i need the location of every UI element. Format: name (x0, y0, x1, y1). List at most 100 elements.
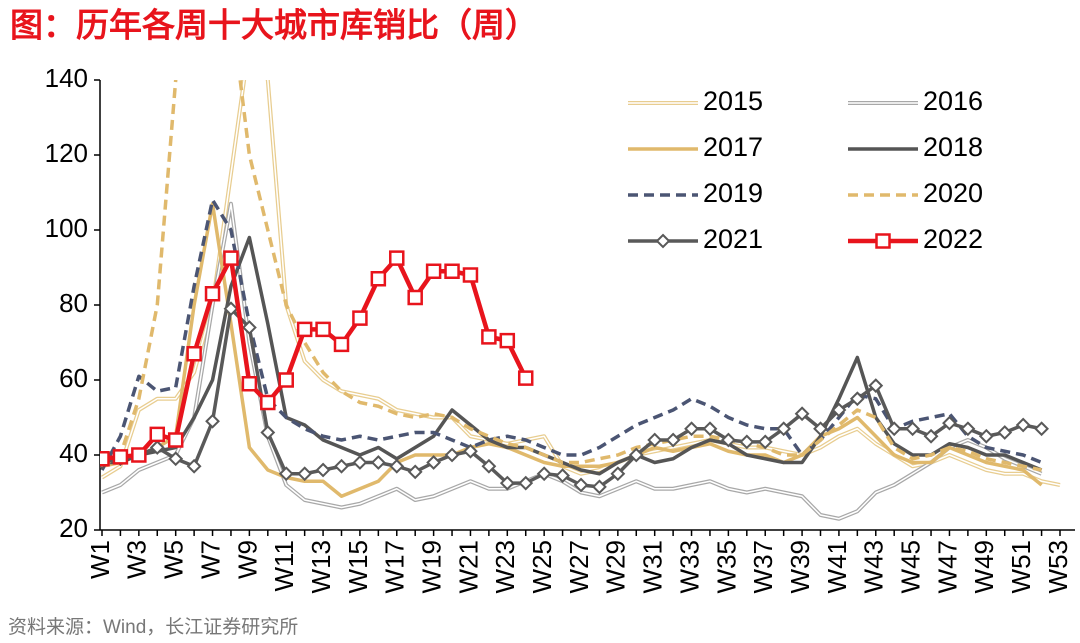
data-point (425, 263, 442, 279)
data-point (923, 428, 939, 444)
data-point (462, 267, 479, 283)
data-point (370, 455, 386, 470)
data-point (278, 372, 294, 388)
y-tick-label: 140 (45, 63, 88, 93)
data-point (297, 466, 313, 482)
data-point (149, 426, 166, 443)
data-point (518, 475, 534, 491)
data-point (444, 447, 460, 463)
data-point (942, 415, 957, 431)
data-point (241, 376, 258, 392)
x-tick-label: W33 (674, 540, 704, 593)
data-point (831, 402, 847, 418)
legend-label: 2015 (703, 86, 763, 116)
data-point (868, 378, 884, 394)
data-point (978, 428, 994, 444)
data-point (389, 458, 405, 474)
x-tick-label: W23 (490, 540, 520, 593)
data-point (499, 475, 515, 491)
data-point (592, 479, 607, 495)
x-tick-label: W37 (748, 540, 778, 593)
data-point (112, 449, 129, 465)
data-point (186, 458, 202, 474)
series-line (101, 307, 1042, 489)
x-tick-label: W43 (859, 540, 889, 593)
x-tick-label: W29 (601, 540, 631, 593)
data-point (1015, 417, 1031, 433)
series-line (101, 80, 1042, 472)
x-tick-label: W53 (1043, 540, 1073, 593)
data-point (481, 458, 497, 474)
legend-label: 2021 (703, 224, 763, 254)
data-point (389, 250, 405, 266)
x-tick-label: W17 (380, 540, 410, 593)
y-tick-label: 20 (59, 513, 88, 543)
data-point (739, 434, 755, 450)
data-point (100, 451, 110, 467)
data-point (407, 289, 423, 306)
legend-marker (875, 233, 891, 249)
data-point (260, 425, 276, 440)
data-point (517, 370, 534, 386)
data-point (334, 458, 349, 474)
legend-label: 2022 (923, 224, 983, 254)
series-line (100, 198, 1043, 471)
data-point (149, 440, 165, 455)
data-point (223, 250, 239, 266)
data-point (223, 301, 239, 317)
data-point (997, 425, 1013, 440)
data-point (131, 447, 147, 463)
x-tick-label: W31 (638, 540, 668, 593)
x-tick-label: W1 (85, 540, 115, 579)
x-tick-label: W25 (527, 540, 557, 593)
data-point (260, 394, 276, 411)
data-point (463, 443, 478, 459)
data-point (1034, 421, 1049, 437)
data-point (278, 466, 294, 482)
source-note: 资料来源：Wind，长江证券研究所 (8, 616, 298, 638)
data-point (555, 468, 570, 484)
y-tick-label: 40 (59, 438, 88, 468)
data-point (352, 455, 368, 470)
data-point (370, 271, 387, 287)
legend-label: 2019 (703, 178, 763, 208)
data-point (813, 421, 828, 437)
data-point (241, 320, 257, 335)
data-point (665, 432, 681, 448)
data-point (167, 432, 184, 448)
x-tick-label: W15 (343, 540, 373, 593)
data-point (168, 451, 184, 467)
data-point (757, 434, 773, 450)
data-point (204, 286, 221, 302)
data-point (444, 263, 460, 279)
x-tick-label: W5 (159, 540, 189, 579)
data-point (573, 477, 589, 493)
legend-marker (655, 233, 671, 249)
data-point (296, 321, 313, 338)
y-tick-label: 120 (45, 138, 88, 168)
y-tick-label: 80 (59, 288, 88, 318)
x-tick-label: W21 (453, 540, 483, 593)
data-point (536, 466, 552, 482)
data-point (794, 406, 810, 422)
data-point (315, 462, 331, 478)
data-point (315, 321, 331, 338)
data-point (628, 447, 644, 463)
x-tick-label: W27 (564, 540, 594, 593)
data-point (352, 310, 368, 326)
x-tick-label: W41 (822, 540, 852, 593)
plot-area (100, 80, 1061, 521)
data-point (186, 346, 202, 362)
x-tick-label: W49 (969, 540, 999, 593)
x-tick-label: W11 (269, 540, 299, 592)
y-tick-label: 60 (59, 363, 88, 393)
y-tick-label: 100 (45, 213, 88, 243)
chart-title: 图：历年各周十大城市库销比（周） (10, 7, 538, 44)
x-tick-label: W13 (306, 540, 336, 593)
x-tick-label: W19 (416, 540, 446, 593)
data-point (333, 336, 350, 353)
data-point (684, 421, 699, 437)
x-tick-label: W39 (785, 540, 815, 593)
data-point (407, 464, 423, 480)
x-tick-label: W7 (195, 540, 225, 579)
